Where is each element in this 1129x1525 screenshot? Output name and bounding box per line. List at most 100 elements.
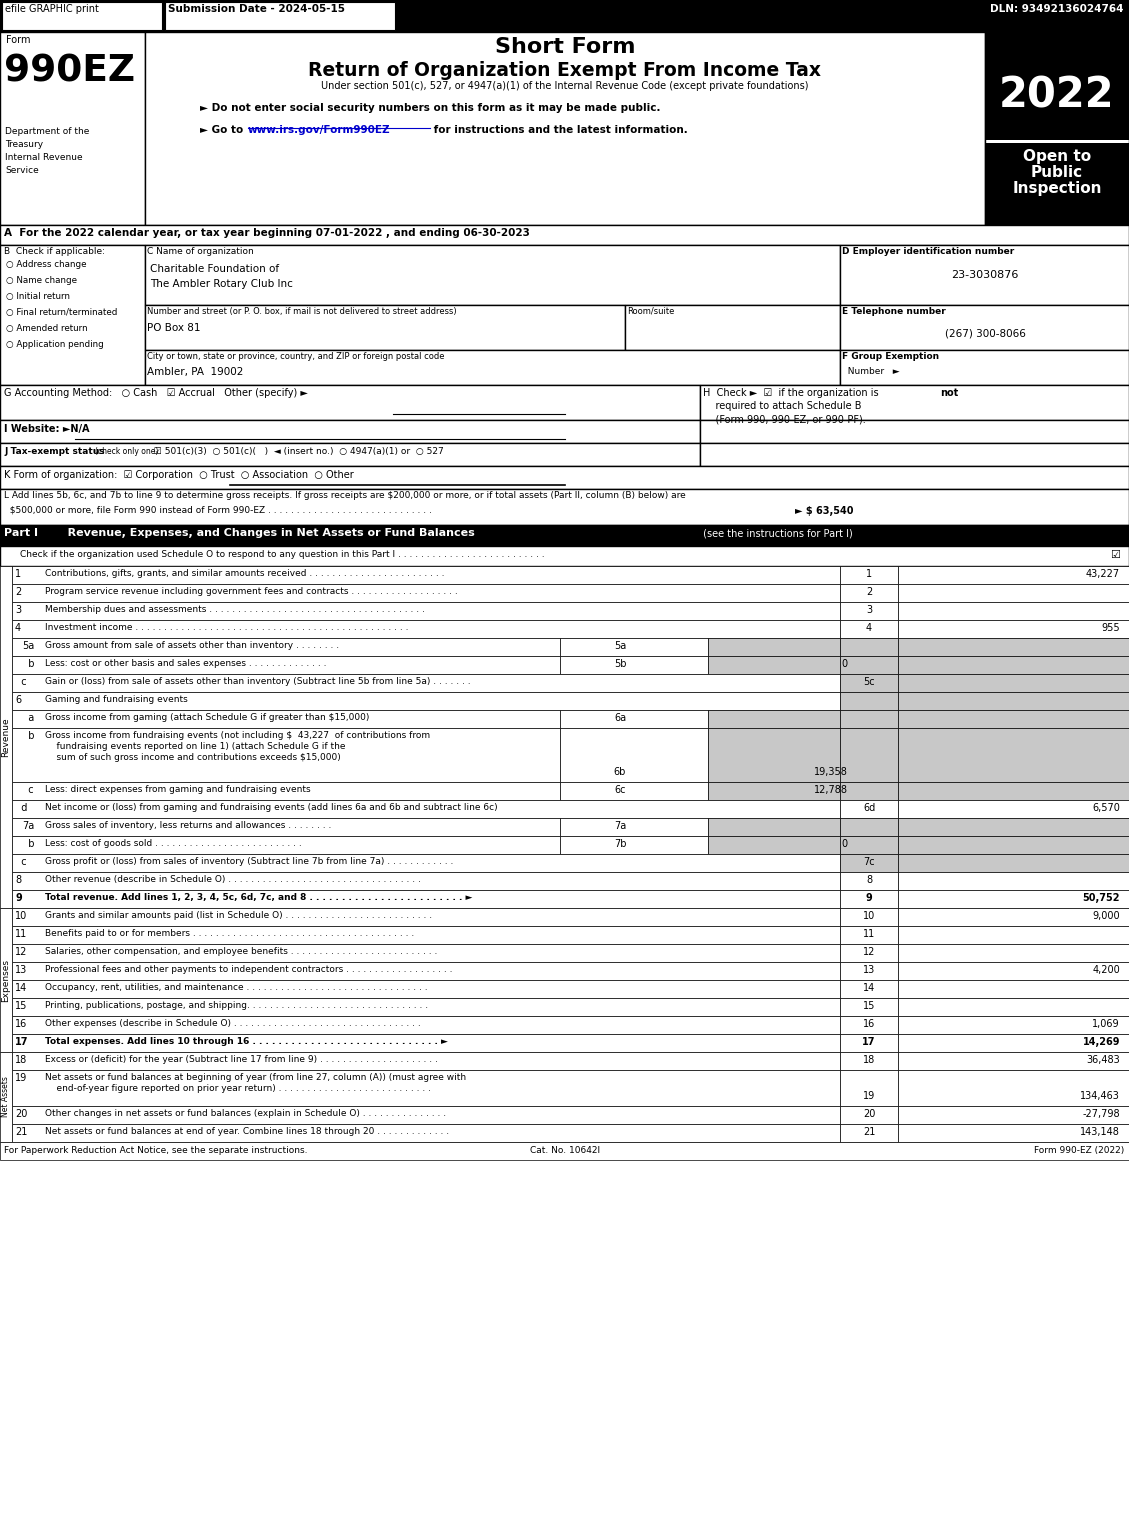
Bar bbox=[898, 962, 1129, 981]
Text: 955: 955 bbox=[1102, 624, 1120, 633]
Text: 2022: 2022 bbox=[999, 75, 1114, 117]
Text: E Telephone number: E Telephone number bbox=[842, 307, 946, 316]
Text: D Employer identification number: D Employer identification number bbox=[842, 247, 1014, 256]
Bar bbox=[0, 226, 1129, 246]
Text: Cat. No. 10642I: Cat. No. 10642I bbox=[530, 1145, 599, 1154]
Bar bbox=[0, 490, 1129, 525]
Text: ☑ 501(c)(3)  ○ 501(c)(   )  ◄ (insert no.)  ○ 4947(a)(1) or  ○ 527: ☑ 501(c)(3) ○ 501(c)( ) ◄ (insert no.) ○… bbox=[148, 447, 444, 456]
Bar bbox=[898, 1034, 1129, 1052]
Text: -27,798: -27,798 bbox=[1083, 1109, 1120, 1119]
Text: ○ Application pending: ○ Application pending bbox=[6, 340, 104, 349]
Text: Public: Public bbox=[1031, 165, 1083, 180]
Bar bbox=[840, 621, 898, 637]
Bar bbox=[840, 981, 898, 997]
Text: $500,000 or more, file Form 990 instead of Form 990-EZ . . . . . . . . . . . . .: $500,000 or more, file Form 990 instead … bbox=[5, 506, 432, 515]
Bar bbox=[12, 1034, 840, 1052]
Bar bbox=[898, 566, 1129, 584]
Bar bbox=[898, 1106, 1129, 1124]
Text: Excess or (deficit) for the year (Subtract line 17 from line 9) . . . . . . . . : Excess or (deficit) for the year (Subtra… bbox=[45, 1055, 438, 1064]
Text: fundraising events reported on line 1) (attach Schedule G if the: fundraising events reported on line 1) (… bbox=[45, 743, 345, 750]
Text: 36,483: 36,483 bbox=[1086, 1055, 1120, 1064]
Bar bbox=[898, 1124, 1129, 1142]
Text: ○ Initial return: ○ Initial return bbox=[6, 291, 70, 300]
Text: 4,200: 4,200 bbox=[1092, 965, 1120, 974]
Bar bbox=[898, 711, 1129, 727]
Bar bbox=[12, 981, 840, 997]
Text: 134,463: 134,463 bbox=[1080, 1090, 1120, 1101]
Bar bbox=[898, 997, 1129, 1016]
Text: City or town, state or province, country, and ZIP or foreign postal code: City or town, state or province, country… bbox=[147, 352, 445, 361]
Bar bbox=[560, 637, 708, 656]
Text: 5b: 5b bbox=[614, 659, 627, 669]
Text: I Website: ►N/A: I Website: ►N/A bbox=[5, 424, 89, 435]
Bar bbox=[840, 854, 898, 872]
Text: www.irs.gov/Form990EZ: www.irs.gov/Form990EZ bbox=[248, 125, 391, 136]
Bar bbox=[12, 944, 840, 962]
Text: 23-3030876: 23-3030876 bbox=[952, 270, 1018, 281]
Bar bbox=[898, 944, 1129, 962]
Text: The Ambler Rotary Club Inc: The Ambler Rotary Club Inc bbox=[150, 279, 292, 290]
Text: 21: 21 bbox=[15, 1127, 27, 1138]
Text: 7b: 7b bbox=[614, 839, 627, 849]
Bar bbox=[12, 962, 840, 981]
Text: 21: 21 bbox=[863, 1127, 875, 1138]
Text: 9: 9 bbox=[866, 894, 873, 903]
Bar bbox=[840, 1071, 898, 1106]
Bar bbox=[12, 674, 840, 692]
Text: d: d bbox=[15, 804, 27, 813]
Text: Service: Service bbox=[5, 166, 38, 175]
Text: 3: 3 bbox=[15, 605, 21, 615]
Text: for instructions and the latest information.: for instructions and the latest informat… bbox=[430, 125, 688, 136]
Bar bbox=[708, 727, 840, 782]
Text: (Form 990, 990-EZ, or 990-PF).: (Form 990, 990-EZ, or 990-PF). bbox=[703, 413, 866, 424]
Text: 7c: 7c bbox=[864, 857, 875, 868]
Text: 13: 13 bbox=[863, 965, 875, 974]
Text: Submission Date - 2024-05-15: Submission Date - 2024-05-15 bbox=[168, 5, 345, 14]
Text: Net income or (loss) from gaming and fundraising events (add lines 6a and 6b and: Net income or (loss) from gaming and fun… bbox=[45, 804, 498, 811]
Bar bbox=[560, 782, 708, 801]
Text: Net Assets: Net Assets bbox=[1, 1077, 10, 1118]
Text: 5c: 5c bbox=[864, 677, 875, 686]
Bar bbox=[145, 305, 625, 351]
Text: Other revenue (describe in Schedule O) . . . . . . . . . . . . . . . . . . . . .: Other revenue (describe in Schedule O) .… bbox=[45, 875, 421, 884]
Text: c: c bbox=[15, 677, 27, 686]
Text: 3: 3 bbox=[866, 605, 872, 615]
Bar bbox=[2, 2, 161, 30]
Text: Salaries, other compensation, and employee benefits . . . . . . . . . . . . . . : Salaries, other compensation, and employ… bbox=[45, 947, 437, 956]
Bar bbox=[12, 584, 840, 602]
Text: Investment income . . . . . . . . . . . . . . . . . . . . . . . . . . . . . . . : Investment income . . . . . . . . . . . … bbox=[45, 624, 409, 631]
Text: 0: 0 bbox=[842, 839, 848, 849]
Text: 8: 8 bbox=[15, 875, 21, 884]
Text: Occupancy, rent, utilities, and maintenance . . . . . . . . . . . . . . . . . . : Occupancy, rent, utilities, and maintena… bbox=[45, 984, 428, 991]
Bar bbox=[840, 1052, 898, 1071]
Text: efile GRAPHIC print: efile GRAPHIC print bbox=[5, 5, 99, 14]
Text: Inspection: Inspection bbox=[1013, 181, 1102, 197]
Text: Less: direct expenses from gaming and fundraising events: Less: direct expenses from gaming and fu… bbox=[45, 785, 310, 795]
Bar bbox=[898, 637, 1129, 656]
Text: 0: 0 bbox=[842, 659, 848, 669]
Text: Revenue: Revenue bbox=[1, 717, 10, 756]
Bar bbox=[840, 566, 898, 584]
Text: Ambler, PA  19002: Ambler, PA 19002 bbox=[147, 368, 244, 377]
Bar bbox=[840, 997, 898, 1016]
Bar bbox=[898, 692, 1129, 711]
Bar bbox=[0, 907, 12, 1052]
Text: 4: 4 bbox=[866, 624, 872, 633]
Bar bbox=[165, 2, 395, 30]
Bar bbox=[12, 692, 840, 711]
Bar bbox=[708, 817, 840, 836]
Text: ○ Final return/terminated: ○ Final return/terminated bbox=[6, 308, 117, 317]
Bar bbox=[840, 1106, 898, 1124]
Text: H  Check ►  ☑  if the organization is: H Check ► ☑ if the organization is bbox=[703, 387, 882, 398]
Bar bbox=[560, 836, 708, 854]
Bar bbox=[840, 1124, 898, 1142]
Text: 10: 10 bbox=[863, 910, 875, 921]
Bar bbox=[700, 442, 1129, 467]
Bar bbox=[898, 801, 1129, 817]
Text: For Paperwork Reduction Act Notice, see the separate instructions.: For Paperwork Reduction Act Notice, see … bbox=[5, 1145, 307, 1154]
Text: Benefits paid to or for members . . . . . . . . . . . . . . . . . . . . . . . . : Benefits paid to or for members . . . . … bbox=[45, 929, 414, 938]
Bar bbox=[840, 602, 898, 621]
Text: 14,269: 14,269 bbox=[1083, 1037, 1120, 1048]
Text: K Form of organization:  ☑ Corporation  ○ Trust  ○ Association  ○ Other: K Form of organization: ☑ Corporation ○ … bbox=[5, 470, 353, 480]
Bar bbox=[12, 872, 840, 891]
